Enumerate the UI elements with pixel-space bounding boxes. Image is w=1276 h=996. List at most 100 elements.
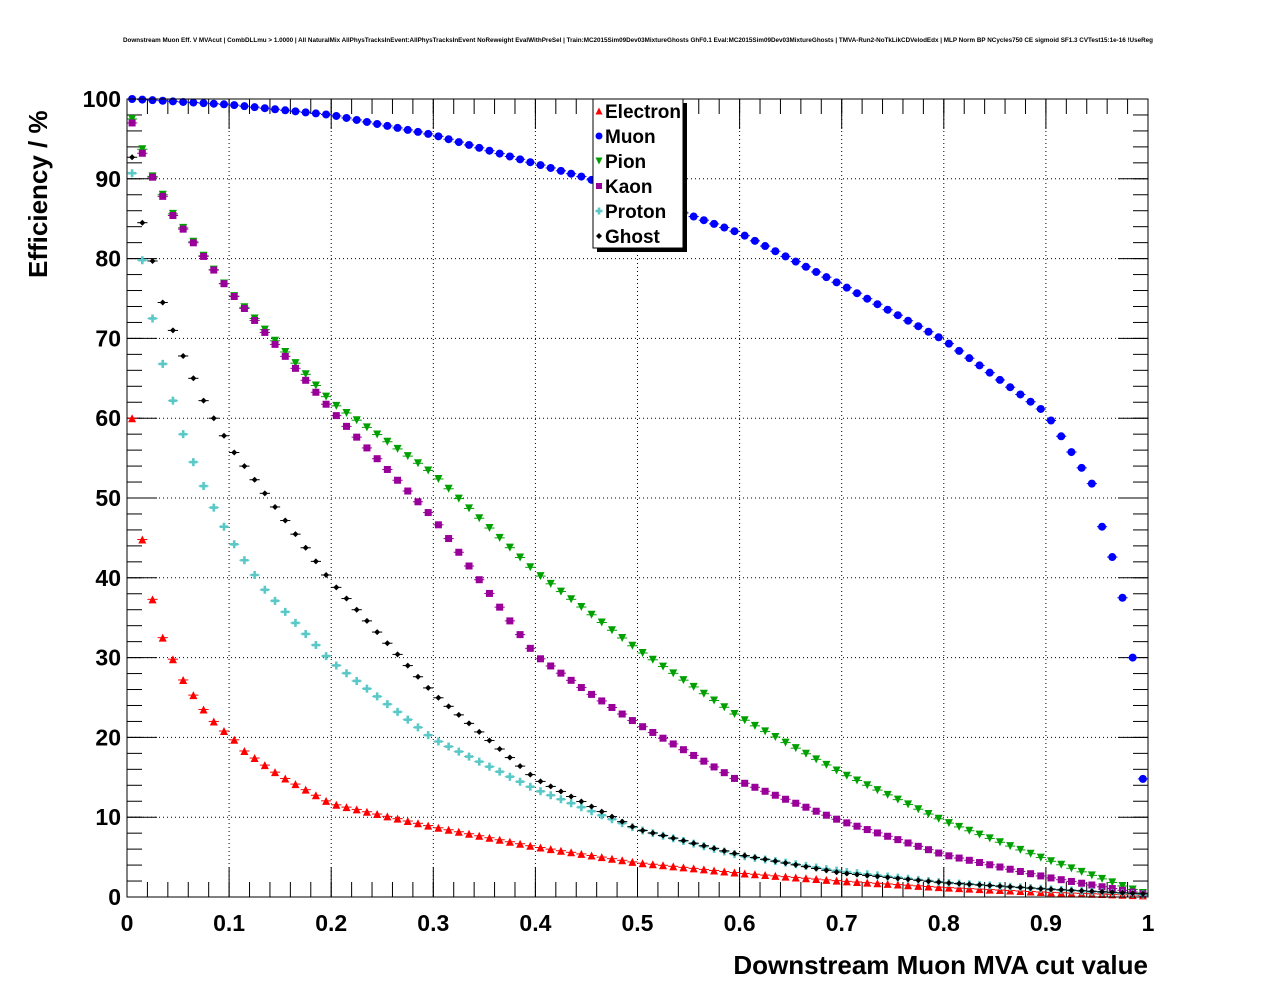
square-marker (873, 829, 881, 837)
diamond-marker (1037, 885, 1044, 892)
circle-marker (791, 257, 800, 266)
triangle-up-marker (250, 754, 259, 763)
triangle-down-marker (1087, 871, 1096, 880)
circle-marker (209, 99, 218, 108)
x-tick-label: 0.5 (622, 910, 654, 936)
cross-marker (495, 767, 504, 776)
circle-marker (1087, 479, 1096, 488)
triangle-down-marker (1118, 881, 1127, 890)
circle-marker (853, 289, 862, 298)
triangle-up-marker (219, 727, 228, 736)
circle-marker (842, 283, 851, 292)
square-marker (751, 783, 759, 791)
triangle-up-marker (975, 885, 984, 894)
triangle-up-marker (465, 829, 474, 838)
triangle-down-marker (516, 553, 525, 562)
diamond-marker (1058, 886, 1065, 893)
square-marker (812, 807, 820, 815)
triangle-up-marker (260, 761, 269, 770)
circle-marker (230, 101, 239, 110)
square-marker (598, 697, 606, 705)
circle-marker (362, 117, 371, 126)
diamond-marker (302, 544, 309, 551)
diamond-marker (384, 640, 391, 647)
cross-marker (475, 757, 484, 766)
triangle-up-marker (618, 856, 627, 865)
square-marker (434, 521, 442, 529)
cross-marker (311, 641, 320, 650)
square-marker (965, 856, 973, 864)
circle-marker (475, 143, 484, 152)
y-tick-label: 60 (95, 405, 121, 431)
triangle-up-marker (209, 717, 218, 726)
square-marker (485, 589, 493, 597)
cross-marker (260, 585, 269, 594)
triangle-down-marker (975, 830, 984, 839)
diamond-marker (1129, 890, 1136, 897)
triangle-down-marker (944, 819, 953, 828)
triangle-down-marker (659, 662, 668, 671)
cross-marker (271, 596, 280, 605)
triangle-up-marker (403, 816, 412, 825)
diamond-marker (496, 746, 503, 753)
square-marker (465, 562, 473, 570)
diamond-marker (915, 877, 922, 884)
diamond-marker (466, 720, 473, 727)
square-marker (455, 548, 463, 556)
circle-marker (1128, 653, 1137, 662)
diamond-marker (945, 879, 952, 886)
triangle-down-marker (710, 696, 719, 705)
cross-marker (342, 669, 351, 678)
square-marker (945, 852, 953, 860)
diamond-marker (568, 793, 575, 800)
legend-label-proton: Proton (605, 202, 666, 223)
circle-marker (465, 140, 474, 149)
triangle-down-marker (383, 437, 392, 446)
triangle-down-marker (413, 459, 422, 468)
diamond-marker (792, 861, 799, 868)
square-marker (1108, 885, 1116, 893)
triangle-down-marker (1067, 864, 1076, 873)
circle-marker (720, 223, 729, 232)
diamond-marker (894, 875, 901, 882)
cross-marker (546, 791, 555, 800)
diamond-marker (455, 711, 462, 718)
diamond-marker (1139, 890, 1146, 897)
square-marker (618, 710, 626, 718)
diamond-marker (476, 728, 483, 735)
triangle-up-marker (781, 872, 790, 881)
square-marker (302, 376, 310, 384)
circle-marker (219, 100, 228, 109)
triangle-up-marker (352, 805, 361, 814)
triangle-up-marker (638, 859, 647, 868)
square-marker (220, 280, 228, 288)
circle-marker (771, 247, 780, 256)
triangle-down-marker (352, 416, 361, 425)
cross-marker (250, 571, 259, 580)
triangle-up-marker (577, 849, 586, 858)
diamond-marker (925, 878, 932, 885)
circle-marker (699, 216, 708, 225)
triangle-down-marker (842, 771, 851, 780)
circle-marker (556, 166, 565, 175)
triangle-up-marker (689, 864, 698, 873)
triangle-up-marker (914, 881, 923, 890)
circle-marker (322, 110, 331, 119)
x-tick-label: 0.4 (519, 910, 551, 936)
y-tick-label: 20 (95, 724, 121, 750)
square-marker (404, 487, 412, 495)
cross-marker (556, 795, 565, 804)
circle-marker (546, 163, 555, 172)
triangle-down-marker (934, 814, 943, 823)
legend: Electron Muon Pion Kaon Proton Ghost (592, 98, 687, 252)
square-marker (628, 717, 636, 725)
square-marker (904, 839, 912, 847)
triangle-down-marker (638, 649, 647, 658)
circle-marker (740, 231, 749, 240)
square-marker (312, 388, 320, 396)
circle-marker (975, 361, 984, 370)
triangle-up-marker (495, 835, 504, 844)
diamond-marker (854, 871, 861, 878)
diamond-marker (1027, 885, 1034, 892)
cross-marker (373, 692, 382, 701)
